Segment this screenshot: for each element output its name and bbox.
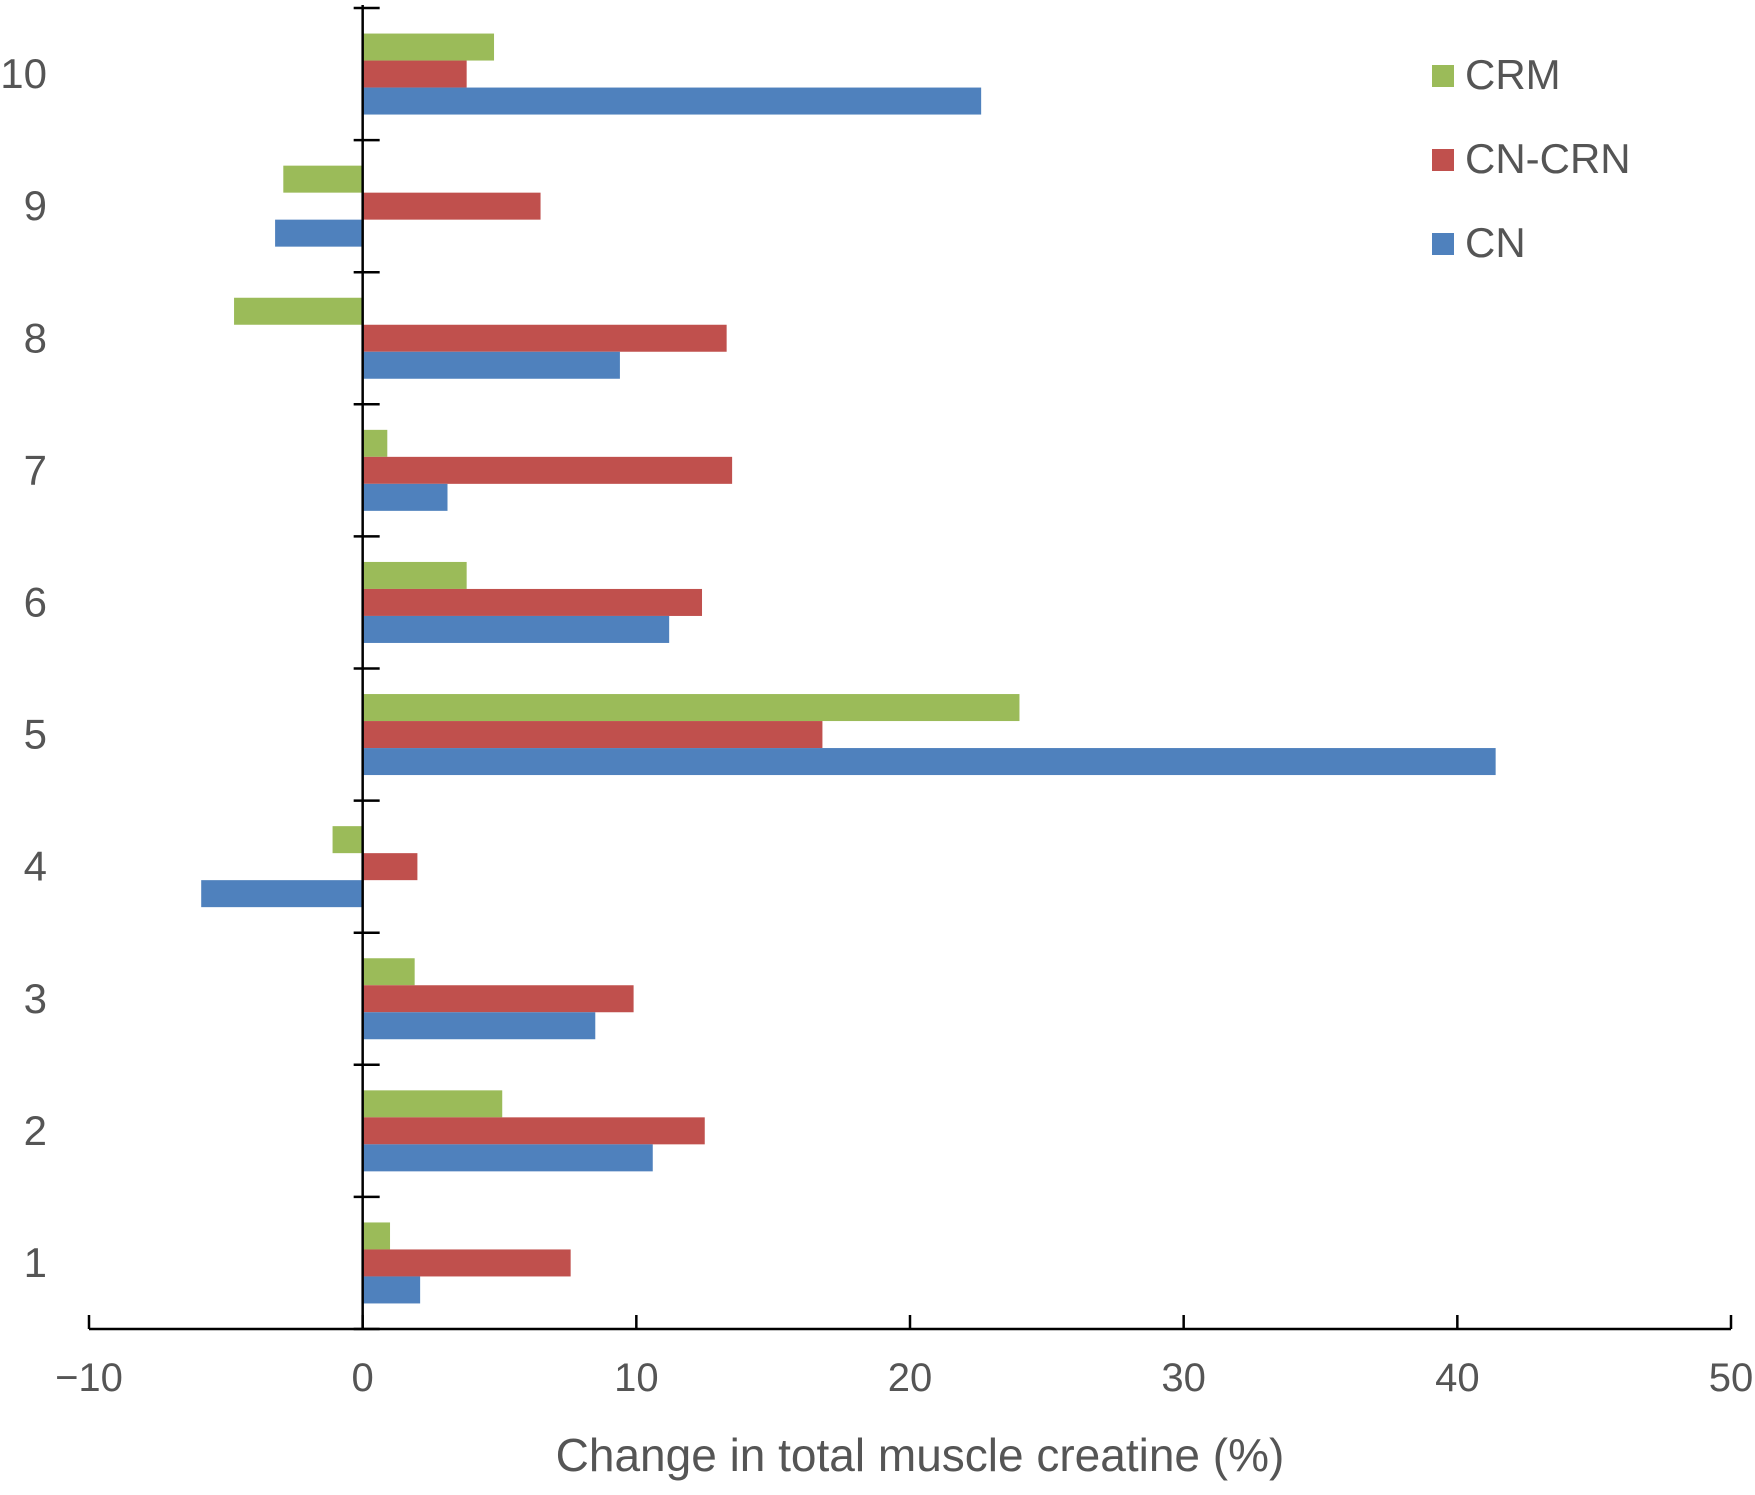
bar-crm-7 <box>362 429 388 457</box>
y-tick-label-5: 5 <box>24 711 47 758</box>
x-axis-title: Change in total muscle creatine (%) <box>556 1429 1285 1481</box>
y-tick-label-7: 7 <box>24 446 47 493</box>
y-tick-label-8: 8 <box>24 314 47 361</box>
x-tick-label: 10 <box>614 1356 659 1400</box>
y-tick-label-4: 4 <box>24 843 47 890</box>
bar-cn-4 <box>201 880 363 908</box>
bar-cn-2 <box>362 1144 653 1172</box>
x-tick-label: −10 <box>55 1356 123 1400</box>
legend-swatch-crm <box>1432 65 1454 87</box>
y-tick-label-9: 9 <box>24 182 47 229</box>
legend-label-crm: CRM <box>1465 51 1561 98</box>
x-tick-label: 40 <box>1435 1356 1480 1400</box>
y-tick-label-2: 2 <box>24 1107 47 1154</box>
bar-cn-crn-4 <box>362 853 418 881</box>
bar-crm-3 <box>362 958 415 986</box>
y-tick-label-6: 6 <box>24 578 47 625</box>
legend-label-cn: CN <box>1465 219 1526 266</box>
bar-cn-9 <box>275 219 363 247</box>
bar-crm-6 <box>362 561 467 589</box>
bar-crm-2 <box>362 1090 503 1118</box>
bar-crm-10 <box>362 33 495 61</box>
y-tick-label-3: 3 <box>24 975 47 1022</box>
bar-cn-crn-6 <box>362 588 703 616</box>
legend-swatch-cn-crn <box>1432 149 1454 171</box>
y-tick-label-10: 10 <box>0 50 47 97</box>
bar-cn-3 <box>362 1012 596 1040</box>
bar-cn-1 <box>362 1276 421 1304</box>
bar-cn-10 <box>362 87 982 115</box>
x-tick-label: 0 <box>352 1356 374 1400</box>
y-tick-label-1: 1 <box>24 1239 47 1286</box>
bar-cn-crn-5 <box>362 721 823 749</box>
bar-cn-crn-8 <box>362 324 727 352</box>
bar-cn-crn-7 <box>362 456 733 484</box>
bar-crm-8 <box>234 297 363 325</box>
bar-cn-7 <box>362 483 448 511</box>
legend-label-cn-crn: CN-CRN <box>1465 135 1631 182</box>
bar-cn-crn-3 <box>362 985 634 1013</box>
x-tick-label: 50 <box>1709 1356 1754 1400</box>
bar-cn-crn-10 <box>362 60 467 88</box>
x-tick-label: 20 <box>888 1356 933 1400</box>
bar-cn-5 <box>362 748 1496 776</box>
bar-crm-9 <box>283 165 363 193</box>
x-tick-label: 30 <box>1161 1356 1206 1400</box>
bar-cn-crn-2 <box>362 1117 705 1145</box>
legend-swatch-cn <box>1432 233 1454 255</box>
bar-crm-5 <box>362 694 1020 722</box>
bar-cn-6 <box>362 615 670 643</box>
bar-cn-8 <box>362 351 620 379</box>
bar-crm-1 <box>362 1222 391 1250</box>
bar-crm-4 <box>332 826 363 854</box>
bar-cn-crn-9 <box>362 192 541 220</box>
bar-cn-crn-1 <box>362 1249 571 1277</box>
